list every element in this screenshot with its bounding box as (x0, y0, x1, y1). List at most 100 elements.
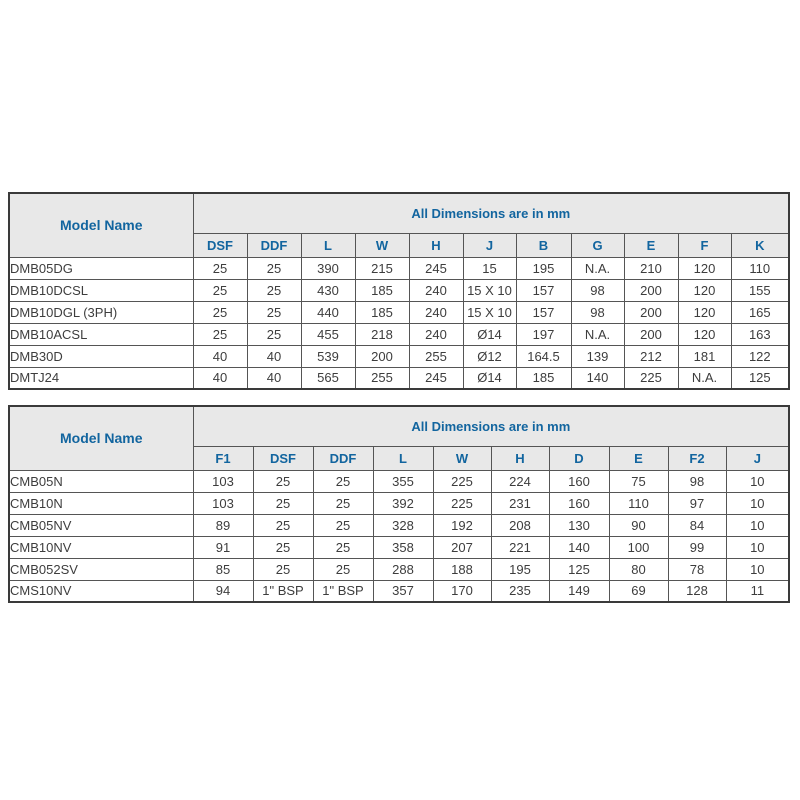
value-cell: 40 (192, 366, 248, 390)
value-cell: 185 (354, 278, 410, 302)
value-cell: 155 (730, 278, 790, 302)
table-row: CMB10NV 91 25 25 358 207 221 140 100 99 10 (8, 535, 790, 559)
value-cell: 225 (623, 366, 679, 390)
value-cell: 80 (608, 557, 669, 581)
value-cell: 195 (515, 256, 572, 280)
column-header-ddf: DDF (246, 232, 302, 258)
model-cell: DMB10DGL (3PH) (8, 300, 194, 324)
table-row: DMB05DG 25 25 390 215 245 15 195 N.A. 210 120 110 (8, 256, 790, 280)
value-cell: 170 (432, 579, 492, 603)
value-cell: 69 (608, 579, 669, 603)
value-cell: 355 (372, 469, 434, 493)
value-cell: 10 (725, 535, 790, 559)
value-cell: 125 (548, 557, 610, 581)
value-cell: 120 (677, 256, 732, 280)
column-header-w: W (432, 445, 492, 471)
model-cell: DMB10ACSL (8, 322, 194, 346)
dimensions-table-cmb: Model Name All Dimensions are in mm F1 DSF D… (8, 405, 791, 603)
value-cell: Ø14 (462, 366, 517, 390)
column-header-f: F (677, 232, 732, 258)
value-cell: 40 (246, 344, 302, 368)
column-header-dsf: DSF (192, 232, 248, 258)
value-cell: 25 (252, 513, 314, 537)
value-cell: 231 (490, 491, 550, 515)
table-row: DMB10ACSL 25 25 455 218 240 Ø14 197 N.A. 200 120 16… (8, 322, 790, 346)
value-cell: 15 X 10 (462, 278, 517, 302)
value-cell: 440 (300, 300, 356, 324)
value-cell: 200 (623, 322, 679, 346)
table-row: CMB05NV 89 25 25 328 192 208 130 90 84 10 (8, 513, 790, 537)
value-cell: 25 (192, 278, 248, 302)
value-cell: 25 (312, 557, 374, 581)
value-cell: 140 (570, 366, 625, 390)
value-cell: 181 (677, 344, 732, 368)
value-cell: 200 (623, 278, 679, 302)
value-cell: 1" BSP (252, 579, 314, 603)
value-cell: 89 (192, 513, 254, 537)
value-cell: 25 (246, 256, 302, 280)
table-row: DMB10DCSL 25 25 430 185 240 15 X 10 157 98 200 120… (8, 278, 790, 302)
model-cell: CMB10N (8, 491, 194, 515)
value-cell: 11 (725, 579, 790, 603)
value-cell: 25 (252, 557, 314, 581)
value-cell: 25 (252, 535, 314, 559)
table-row: CMB05N 103 25 25 355 225 224 160 75 98 10 (8, 469, 790, 493)
value-cell: 25 (246, 322, 302, 346)
column-header-ddf: DDF (312, 445, 374, 471)
value-cell: 98 (570, 300, 625, 324)
model-cell: DMB30D (8, 344, 194, 368)
value-cell: 103 (192, 491, 254, 515)
value-cell: 120 (677, 300, 732, 324)
value-cell: 225 (432, 491, 492, 515)
value-cell: 221 (490, 535, 550, 559)
value-cell: 288 (372, 557, 434, 581)
value-cell: 84 (667, 513, 727, 537)
value-cell: N.A. (677, 366, 732, 390)
value-cell: 207 (432, 535, 492, 559)
value-cell: 200 (623, 300, 679, 324)
column-header-e: E (623, 232, 679, 258)
value-cell: 25 (246, 278, 302, 302)
value-cell: 255 (354, 366, 410, 390)
value-cell: 328 (372, 513, 434, 537)
value-cell: 10 (725, 513, 790, 537)
value-cell: 192 (432, 513, 492, 537)
value-cell: 225 (432, 469, 492, 493)
value-cell: 25 (252, 491, 314, 515)
value-cell: 25 (312, 491, 374, 515)
value-cell: 91 (192, 535, 254, 559)
value-cell: 25 (192, 322, 248, 346)
value-cell: 539 (300, 344, 356, 368)
value-cell: 15 (462, 256, 517, 280)
value-cell: 98 (570, 278, 625, 302)
value-cell: 430 (300, 278, 356, 302)
column-header-k: K (730, 232, 790, 258)
value-cell: 224 (490, 469, 550, 493)
value-cell: 245 (408, 256, 464, 280)
value-cell: 103 (192, 469, 254, 493)
dimensions-unit-header: All Dimensions are in mm (192, 405, 790, 447)
value-cell: 25 (312, 513, 374, 537)
column-header-f1: F1 (192, 445, 254, 471)
model-name-header: Model Name (8, 405, 194, 471)
value-cell: 149 (548, 579, 610, 603)
value-cell: 100 (608, 535, 669, 559)
value-cell: 163 (730, 322, 790, 346)
value-cell: 390 (300, 256, 356, 280)
table-row: DMB30D 40 40 539 200 255 Ø12 164.5 139 212 181 122 (8, 344, 790, 368)
value-cell: 157 (515, 278, 572, 302)
column-header-w: W (354, 232, 410, 258)
column-header-e: E (608, 445, 669, 471)
column-header-b: B (515, 232, 572, 258)
value-cell: 40 (246, 366, 302, 390)
value-cell: 164.5 (515, 344, 572, 368)
value-cell: 130 (548, 513, 610, 537)
column-header-dsf: DSF (252, 445, 314, 471)
table-row: CMB10N 103 25 25 392 225 231 160 110 97 10 (8, 491, 790, 515)
value-cell: 255 (408, 344, 464, 368)
column-header-d: D (548, 445, 610, 471)
value-cell: Ø14 (462, 322, 517, 346)
value-cell: 240 (408, 278, 464, 302)
model-cell: DMB05DG (8, 256, 194, 280)
